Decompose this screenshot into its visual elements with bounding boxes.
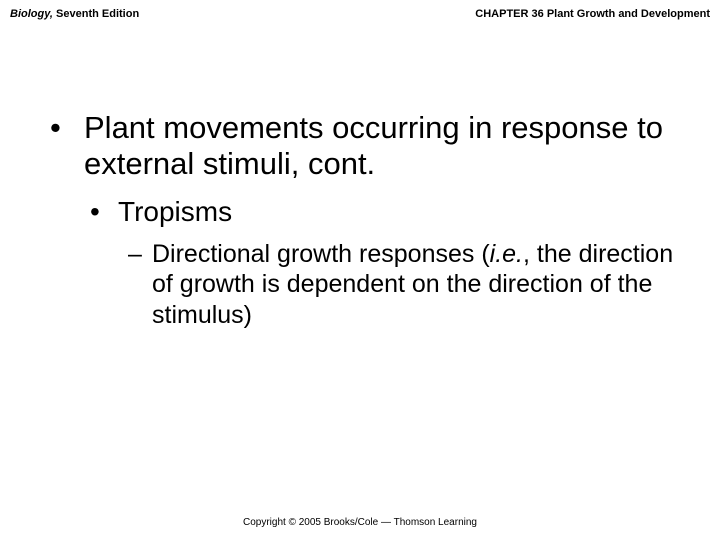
slide-content: • Plant movements occurring in response … <box>0 20 720 330</box>
l3-prefix: Directional growth responses ( <box>152 240 490 268</box>
bullet-marker-l3: – <box>128 239 152 331</box>
bullet-marker-l1: • <box>50 110 84 181</box>
bullet-l2-text: Tropisms <box>118 195 232 229</box>
bullet-marker-l2: • <box>90 195 118 229</box>
chapter-title: CHAPTER 36 Plant Growth and Development <box>475 8 710 20</box>
bullet-level-3: – Directional growth responses (i.e., th… <box>128 239 680 331</box>
book-title-rest: Seventh Edition <box>53 8 139 20</box>
book-title-italic: Biology, <box>10 8 53 20</box>
slide-footer: Copyright © 2005 Brooks/Cole — Thomson L… <box>0 517 720 528</box>
slide-header: Biology, Seventh Edition CHAPTER 36 Plan… <box>0 0 720 20</box>
bullet-l1-text: Plant movements occurring in response to… <box>84 110 680 181</box>
book-title: Biology, Seventh Edition <box>10 8 139 20</box>
l3-italic: i.e. <box>490 240 523 268</box>
bullet-level-1: • Plant movements occurring in response … <box>50 110 680 181</box>
bullet-l3-text: Directional growth responses (i.e., the … <box>152 239 680 331</box>
bullet-level-2: • Tropisms <box>90 195 680 229</box>
